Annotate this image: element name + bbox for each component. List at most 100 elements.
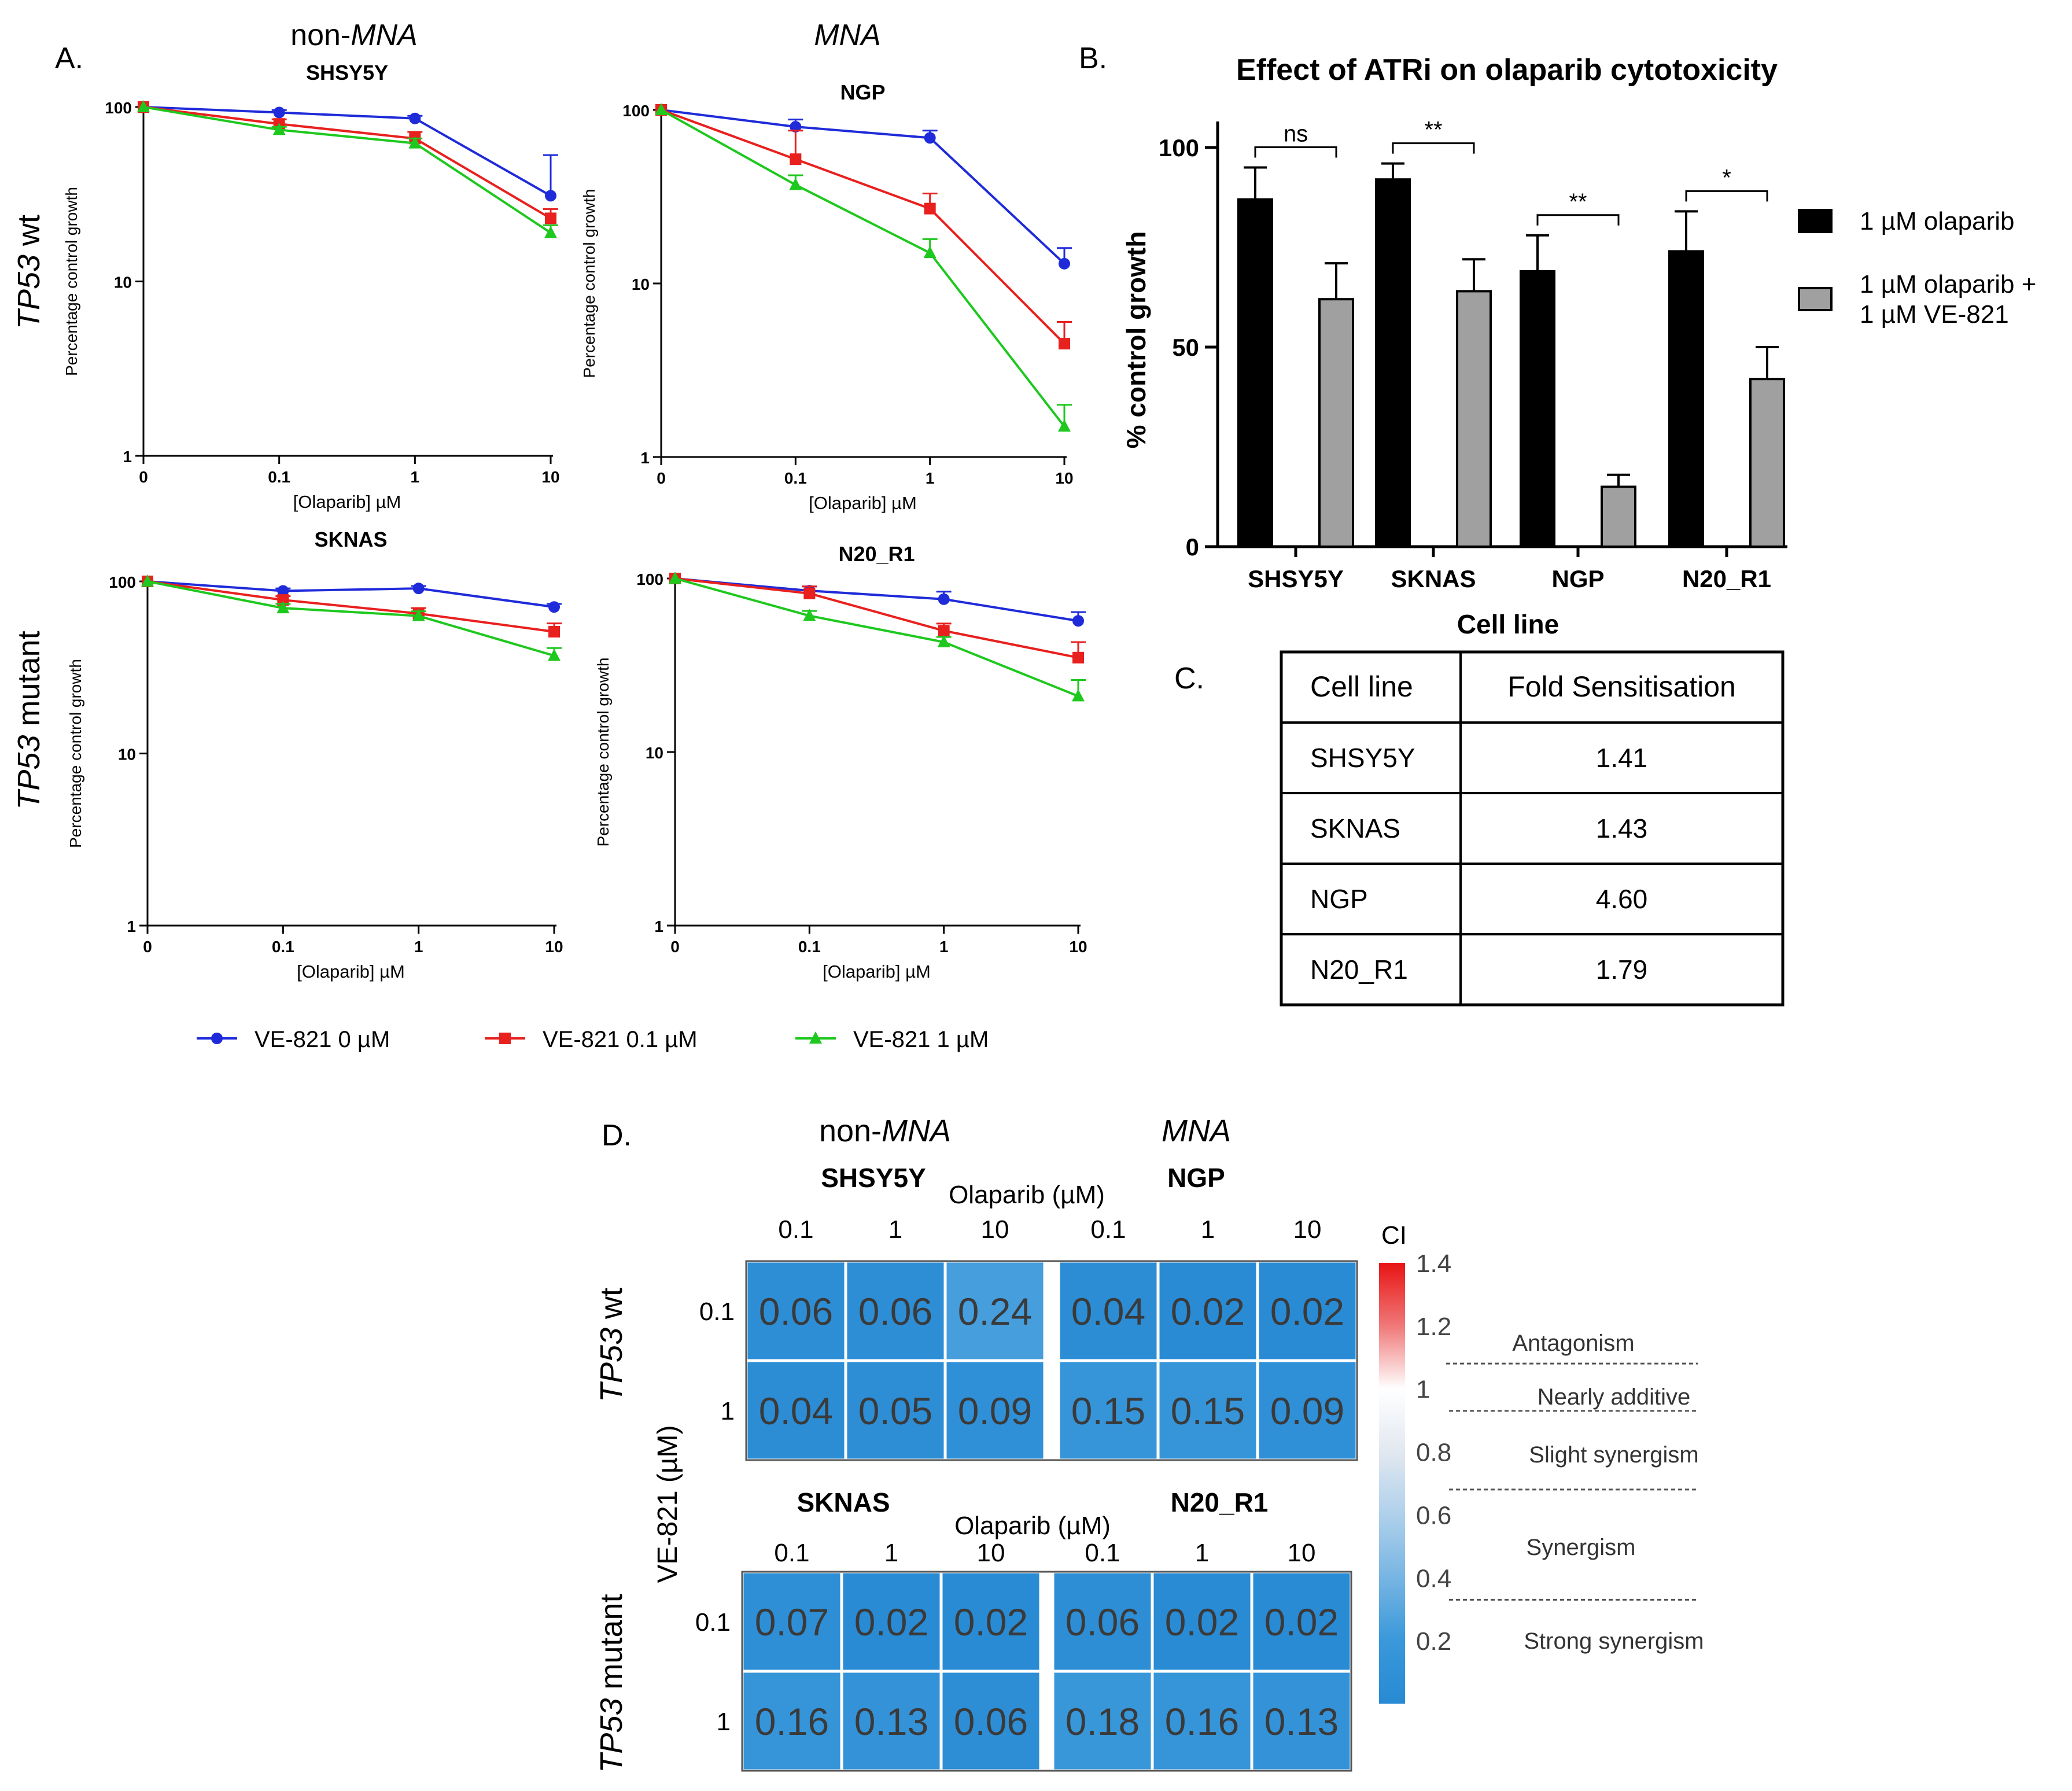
series-line	[661, 109, 1066, 265]
data-point	[277, 594, 289, 606]
significance-bracket	[1254, 146, 1337, 158]
legend-swatch	[1798, 287, 1833, 311]
ci-heatmap: non-MNA MNA TP53 wt TP53 mutant VE-821 (µM) S…	[594, 1114, 1704, 1773]
data-point	[1072, 615, 1084, 627]
bar	[1318, 298, 1354, 548]
bar	[1668, 250, 1704, 548]
heatmap-cell-label: 0.06	[759, 1290, 833, 1333]
x-tick-label: 0.1	[774, 1539, 809, 1567]
data-point	[923, 246, 937, 259]
block-title: N20_R1	[1171, 1487, 1269, 1517]
y-axis-label: Percentage control growth	[594, 658, 612, 847]
colorbar-gradient	[1379, 1263, 1405, 1704]
y-tick-label: 1	[123, 448, 132, 466]
heatmap-cell	[1057, 1259, 1160, 1362]
y-axis-label: Percentage control growth	[67, 659, 84, 848]
data-point	[137, 100, 150, 112]
heatmap-cell	[1256, 1359, 1359, 1462]
heatmap-cell	[1156, 1259, 1259, 1362]
block-title: SKNAS	[797, 1487, 890, 1517]
x-tick-label: NGP	[1551, 565, 1604, 592]
y-tick-label: 10	[118, 746, 136, 764]
chart-title: SKNAS	[314, 528, 387, 551]
legend-marker	[499, 1033, 511, 1044]
heatmap-cell	[939, 1570, 1042, 1673]
colorbar-tick-label: 1.4	[1416, 1250, 1451, 1278]
x-tick-label: 1	[926, 469, 935, 487]
heatmap-cell-label: 0.07	[755, 1601, 829, 1643]
ci-colorbar: CI 1.4 1.2 1 0.8 0.6 0.4 0.2 Antagonism Nearly ad…	[1379, 1221, 1704, 1704]
y-tick-label: 1	[127, 917, 136, 935]
zone-label: Synergism	[1527, 1535, 1636, 1560]
series-line	[147, 580, 555, 657]
x-tick-label: 1	[414, 938, 423, 956]
row-header-tp53-mutant: TP53 mutant	[12, 631, 46, 809]
colorbar-tick-label: 1	[1416, 1376, 1430, 1404]
x-tick-label: 10	[545, 938, 563, 956]
table-border	[1280, 650, 1785, 1007]
block-title: SHSY5Y	[821, 1163, 926, 1193]
data-point	[803, 587, 816, 599]
heatmap-cell-label: 0.06	[954, 1700, 1028, 1743]
x-tick-label: 1	[411, 468, 420, 486]
series-line	[661, 109, 1066, 345]
zone-label: Strong synergism	[1524, 1628, 1704, 1654]
panel-label-a: A.	[55, 42, 83, 75]
legend-label: 1 µM VE-821	[1860, 300, 2009, 329]
table-cell: 1.79	[1596, 955, 1648, 985]
data-point	[790, 121, 802, 133]
block-title: NGP	[1167, 1163, 1225, 1193]
colorbar-tick-label: 0.2	[1416, 1627, 1451, 1656]
fold-table: Cell line Fold Sensitisation SHSY5Y 1.41 SKN…	[1280, 650, 1785, 1007]
bar	[1456, 290, 1492, 548]
significance-label: **	[1569, 189, 1587, 215]
data-point	[924, 202, 936, 215]
chart-title: N20_R1	[838, 542, 915, 566]
block-frame	[745, 1260, 1358, 1461]
x-tick-label: 0	[670, 938, 680, 956]
heatmap-cell-label: 0.04	[1071, 1290, 1145, 1333]
heatmap-cell-label: 0.02	[1270, 1290, 1344, 1333]
x-tick-label: 0.1	[268, 468, 290, 486]
series-line	[143, 106, 552, 234]
data-point	[1059, 338, 1070, 350]
data-point	[272, 123, 286, 135]
legend-label: VE-821 0 µM	[255, 1027, 390, 1052]
table-header: Cell line	[1310, 670, 1413, 703]
block-frame	[741, 1571, 1352, 1772]
y-tick-label: 10	[646, 744, 663, 762]
line-legend: VE-821 0 µM VE-821 0.1 µM VE-821 1 µM	[197, 1027, 989, 1052]
y-tick-label: 100	[636, 570, 663, 588]
zone-label: Slight synergism	[1529, 1442, 1698, 1468]
row-header-tp53-mutant: TP53 mutant	[594, 1594, 629, 1772]
x-tick-label: 0.1	[1090, 1215, 1126, 1244]
significance-bracket	[1685, 190, 1768, 202]
x-axis-title: Olaparib (µM)	[954, 1512, 1111, 1540]
heatmap-cell-label: 0.04	[759, 1390, 833, 1432]
data-point	[1059, 257, 1070, 270]
heatmap-cell-label: 0.13	[1264, 1700, 1339, 1743]
table-cell: SKNAS	[1310, 813, 1400, 843]
heatmap-cell-label: 0.18	[1066, 1700, 1140, 1743]
heatmap-cell-label: 0.09	[1270, 1390, 1344, 1432]
heatmap-cell	[1051, 1570, 1154, 1673]
x-tick-label: 1	[884, 1539, 898, 1567]
data-point	[273, 106, 285, 119]
x-axis-label: [Olaparib] µM	[293, 492, 401, 512]
x-axis-label: [Olaparib] µM	[823, 961, 931, 982]
data-point	[669, 572, 681, 584]
group-header-non-mna: non-MNA	[290, 19, 418, 52]
heatmap-cell-label: 0.02	[1165, 1601, 1239, 1643]
heatmap-cell	[1250, 1670, 1353, 1772]
x-tick-label: 10	[977, 1539, 1005, 1567]
data-point	[412, 609, 425, 621]
legend-label: VE-821 1 µM	[853, 1027, 989, 1052]
group-header-mna: MNA	[814, 19, 881, 52]
data-point	[141, 574, 154, 587]
x-axis-label: Cell line	[1457, 609, 1559, 639]
table-cell: 1.43	[1596, 813, 1648, 843]
heatmap-cell-label: 0.13	[854, 1700, 928, 1743]
